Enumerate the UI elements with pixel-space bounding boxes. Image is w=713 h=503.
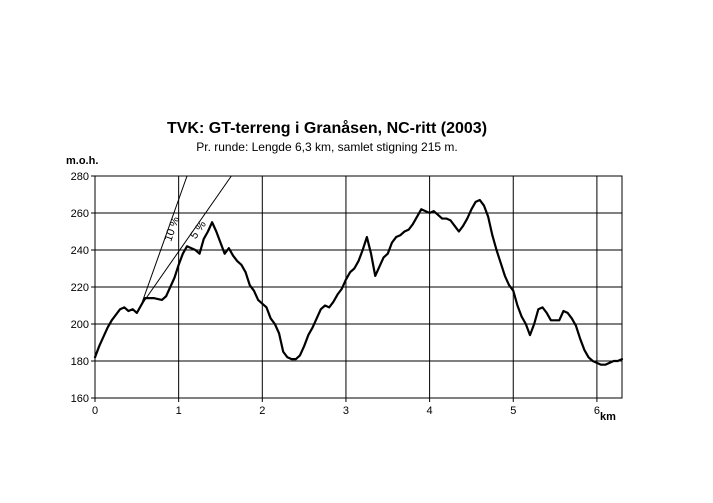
x-tick-label: 4 <box>427 405 433 417</box>
y-axis-label: m.o.h. <box>66 155 98 167</box>
gradient-reference-lines: 10 % 5 % <box>140 175 232 306</box>
x-tick-label: 6 <box>594 405 600 417</box>
x-tick-label: 2 <box>259 405 265 417</box>
y-tick-label: 180 <box>71 356 89 368</box>
y-tick-label: 220 <box>71 282 89 294</box>
y-tick-label: 280 <box>71 171 89 183</box>
y-tick-label: 260 <box>71 208 89 220</box>
x-tick-label: 3 <box>343 405 349 417</box>
gradient-line <box>140 175 232 306</box>
axis-ticks: 0 1 2 3 4 5 6 160 180 200 220 240 260 280 <box>71 171 600 417</box>
y-tick-label: 240 <box>71 245 89 257</box>
gradient-label: 5 % <box>188 219 209 242</box>
chart-subtitle: Pr. runde: Lengde 6,3 km, samlet stignin… <box>196 140 457 154</box>
gradient-label: 10 % <box>163 215 183 243</box>
x-axis-label: km <box>600 411 616 423</box>
y-tick-label: 160 <box>71 393 89 405</box>
chart-title: TVK: GT-terreng i Granåsen, NC-ritt (200… <box>167 119 487 137</box>
x-tick-label: 1 <box>176 405 182 417</box>
y-tick-label: 200 <box>71 319 89 331</box>
x-tick-label: 0 <box>92 405 98 417</box>
elevation-profile-line <box>93 198 624 366</box>
x-tick-label: 5 <box>510 405 516 417</box>
gradient-line <box>140 175 188 306</box>
grid-lines <box>94 175 622 399</box>
